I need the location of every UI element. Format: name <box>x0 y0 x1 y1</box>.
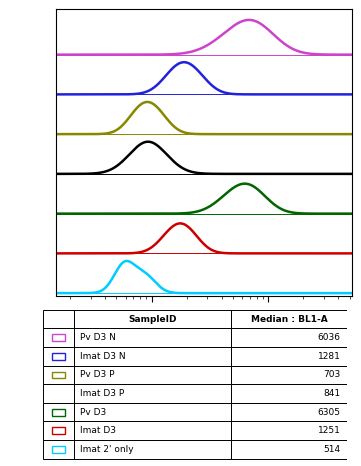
Bar <box>231 310 347 329</box>
Bar <box>43 403 74 421</box>
Text: 514: 514 <box>323 445 340 454</box>
Text: 1281: 1281 <box>318 352 340 361</box>
Text: 6036: 6036 <box>317 333 340 342</box>
Bar <box>52 390 65 397</box>
Bar <box>74 440 231 459</box>
Bar <box>52 446 65 452</box>
Bar <box>43 366 74 384</box>
Bar <box>43 440 74 459</box>
Bar <box>52 335 65 341</box>
Bar <box>52 427 65 434</box>
Bar <box>74 421 231 440</box>
Text: 703: 703 <box>323 370 340 379</box>
Bar <box>52 371 65 378</box>
Text: SampleID: SampleID <box>128 315 177 324</box>
Text: Pv D3 N: Pv D3 N <box>80 333 116 342</box>
Bar <box>231 366 347 384</box>
Bar <box>74 403 231 421</box>
Bar <box>74 366 231 384</box>
Bar <box>43 384 74 403</box>
Bar <box>43 329 74 347</box>
Bar <box>231 384 347 403</box>
Bar <box>74 347 231 366</box>
Text: 841: 841 <box>323 389 340 398</box>
Bar <box>74 310 231 329</box>
Bar <box>74 384 231 403</box>
Bar <box>231 403 347 421</box>
Text: Imat D3: Imat D3 <box>80 426 116 435</box>
Bar <box>74 329 231 347</box>
Bar <box>231 440 347 459</box>
Bar <box>43 347 74 366</box>
Text: Imat D3 N: Imat D3 N <box>80 352 125 361</box>
Bar <box>231 421 347 440</box>
Text: 6305: 6305 <box>317 408 340 417</box>
Text: Pv D3 P: Pv D3 P <box>80 370 114 379</box>
Text: Median : BL1-A: Median : BL1-A <box>251 315 327 324</box>
Bar <box>231 347 347 366</box>
Text: Pv D3: Pv D3 <box>80 408 106 417</box>
Bar <box>52 409 65 416</box>
Bar <box>43 310 74 329</box>
Text: 1251: 1251 <box>318 426 340 435</box>
Text: Imat D3 P: Imat D3 P <box>80 389 124 398</box>
Bar <box>52 353 65 360</box>
Text: Imat 2' only: Imat 2' only <box>80 445 133 454</box>
Bar <box>231 329 347 347</box>
Bar <box>43 421 74 440</box>
